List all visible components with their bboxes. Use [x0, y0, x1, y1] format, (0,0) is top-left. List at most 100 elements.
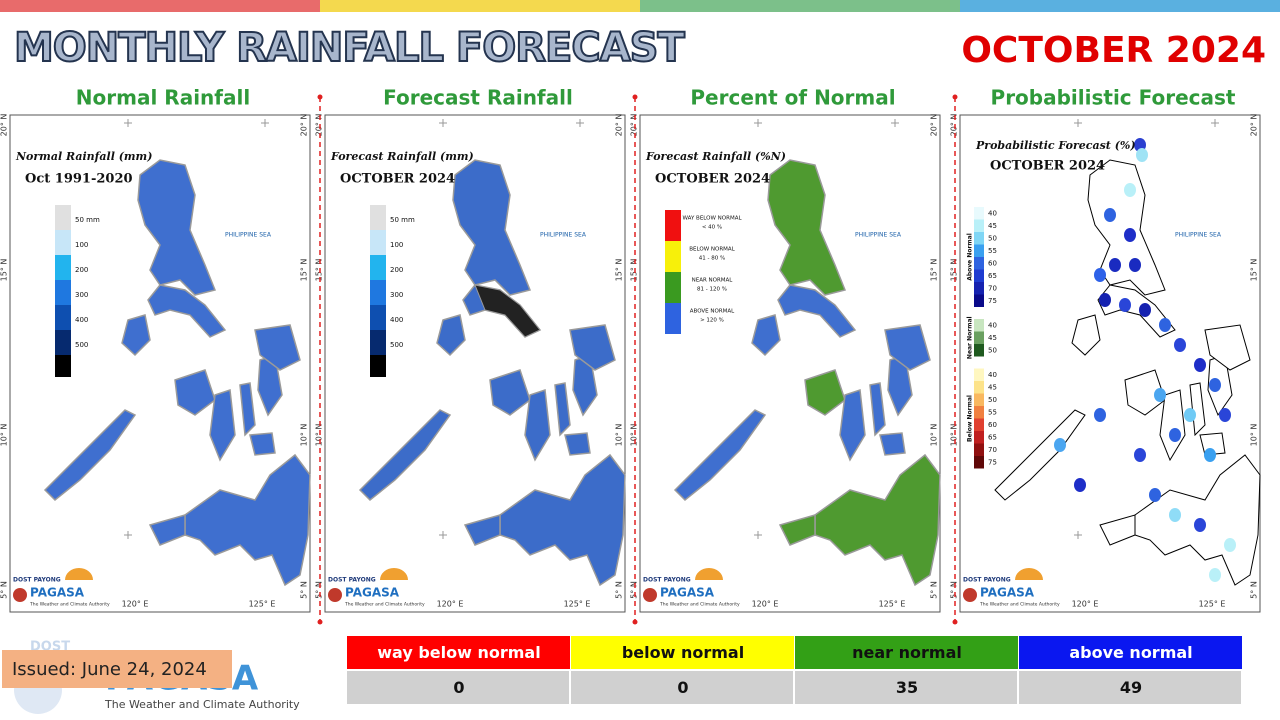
legend-swatch: [974, 393, 984, 406]
station-dot: [1129, 258, 1141, 272]
island: [184, 453, 311, 587]
legend-label: 45: [988, 383, 997, 391]
legend-swatch: [55, 205, 71, 230]
map-title: Probabilistic Forecast (%): [975, 139, 1136, 152]
station-dot: [1149, 488, 1161, 502]
legend-label: 50: [988, 346, 997, 354]
legend-label: 70: [988, 446, 997, 454]
legend-label: 75: [988, 458, 997, 466]
island: [814, 453, 941, 587]
grid-cross: [754, 531, 762, 539]
grid-cross: [754, 119, 762, 127]
legend-group-name: Above Normal: [967, 233, 974, 281]
table-cell-text: 0: [677, 678, 688, 697]
legend-range: 41 - 80 %: [699, 256, 725, 262]
table-header-cell: [571, 636, 794, 669]
lat-label: 20° N: [950, 114, 959, 137]
island: [1124, 369, 1166, 416]
lat-label: 5° N: [315, 581, 324, 599]
legend-swatch: [974, 331, 984, 344]
legend-label: 40: [988, 209, 997, 217]
legend-label: 45: [988, 222, 997, 230]
island: [254, 324, 301, 371]
lat-label: 15° N: [1250, 259, 1259, 282]
panel-title: Percent of Normal: [690, 86, 895, 110]
legend-swatch: [974, 431, 984, 444]
lat-label: 5° N: [0, 581, 9, 599]
lat-label: 15° N: [615, 259, 624, 282]
table-header-text: near normal: [852, 643, 962, 662]
legend-range: < 40 %: [702, 225, 722, 231]
lat-label: 20° N: [300, 114, 309, 137]
legend-swatch: [370, 230, 386, 255]
legend-swatch: [55, 280, 71, 305]
station-dot: [1169, 428, 1181, 442]
island: [1204, 324, 1251, 371]
lat-label: 20° N: [930, 114, 939, 137]
island: [239, 382, 256, 437]
legend-label: 55: [988, 408, 997, 416]
island: [884, 324, 931, 371]
station-dot: [1139, 303, 1151, 317]
logo-name: PAGASA: [345, 586, 400, 600]
legend-name: NEAR NORMAL: [692, 278, 734, 284]
station-dot: [1104, 208, 1116, 222]
lon-label: 120° E: [752, 600, 779, 609]
table-cell-text: 49: [1120, 678, 1142, 697]
station-dot: [1099, 293, 1111, 307]
island: [43, 409, 137, 502]
station-dot: [1174, 338, 1186, 352]
slide-title: MONTHLY RAINFALL FORECAST: [14, 25, 685, 71]
legend-name: BELOW NORMAL: [689, 247, 735, 253]
stripe: [960, 0, 1280, 12]
legend-swatch: [974, 294, 984, 307]
legend-swatch: [974, 443, 984, 456]
lat-label: 5° N: [930, 581, 939, 599]
legend-swatch: [974, 207, 984, 220]
grid-cross: [261, 119, 269, 127]
lat-label: 10° N: [930, 424, 939, 447]
issued-box: [2, 650, 232, 688]
legend-label: 70: [988, 284, 997, 292]
map-subtitle: OCTOBER 2024: [655, 172, 770, 187]
legend-swatch: [974, 232, 984, 245]
stripe: [0, 0, 320, 12]
legend-swatch: [974, 456, 984, 469]
logo-mark: [963, 588, 977, 602]
legend-swatch: [370, 280, 386, 305]
sea-label: PHILIPPINE SEA: [540, 232, 587, 239]
island: [1099, 514, 1136, 546]
legend-label: 55: [988, 247, 997, 255]
sea-label: PHILIPPINE SEA: [1175, 232, 1222, 239]
island: [452, 159, 532, 296]
legend-swatch: [974, 406, 984, 419]
legend-label: 100: [390, 241, 403, 249]
logo-sub: The Weather and Climate Authority: [344, 602, 425, 608]
legend-label: 50: [988, 234, 997, 242]
legend-swatch: [974, 257, 984, 270]
legend-swatch: [665, 210, 681, 241]
period: OCTOBER 2024: [961, 30, 1266, 71]
legend-label: 40: [988, 371, 997, 379]
legend-swatch: [55, 230, 71, 255]
legend-swatch: [665, 303, 681, 334]
separator-end: [317, 94, 323, 100]
island: [879, 432, 906, 456]
logo-top: DOST PAYONG: [643, 577, 691, 584]
lat-label: 20° N: [630, 114, 639, 137]
map-panel: 20° N 20° N 15° N 15° N 10° N 10° N 5° N 5° N 12…: [315, 114, 626, 613]
lat-label: 10° N: [315, 424, 324, 447]
logo-sub: The Weather and Climate Authority: [979, 602, 1060, 608]
island-dark: [474, 284, 541, 338]
grid-cross: [124, 119, 132, 127]
legend-label: 400: [75, 316, 88, 324]
lat-label: 15° N: [315, 259, 324, 282]
island: [1159, 389, 1186, 462]
legend-swatch: [974, 282, 984, 295]
legend-label: 300: [390, 291, 403, 299]
lat-label: 15° N: [930, 259, 939, 282]
grid-cross: [439, 119, 447, 127]
logo-name: PAGASA: [980, 586, 1035, 600]
separator-end: [952, 619, 958, 625]
